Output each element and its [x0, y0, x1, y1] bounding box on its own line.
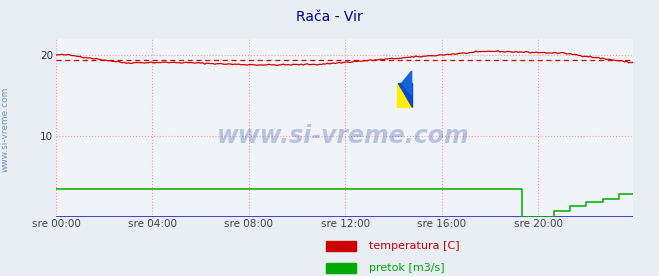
Polygon shape: [397, 83, 412, 107]
Polygon shape: [397, 83, 412, 107]
Text: Rača - Vir: Rača - Vir: [296, 10, 363, 24]
Polygon shape: [402, 71, 412, 95]
Text: pretok [m3/s]: pretok [m3/s]: [369, 263, 445, 273]
Text: temperatura [C]: temperatura [C]: [369, 241, 460, 251]
Text: www.si-vreme.com: www.si-vreme.com: [1, 87, 10, 172]
Text: www.si-vreme.com: www.si-vreme.com: [217, 124, 470, 148]
